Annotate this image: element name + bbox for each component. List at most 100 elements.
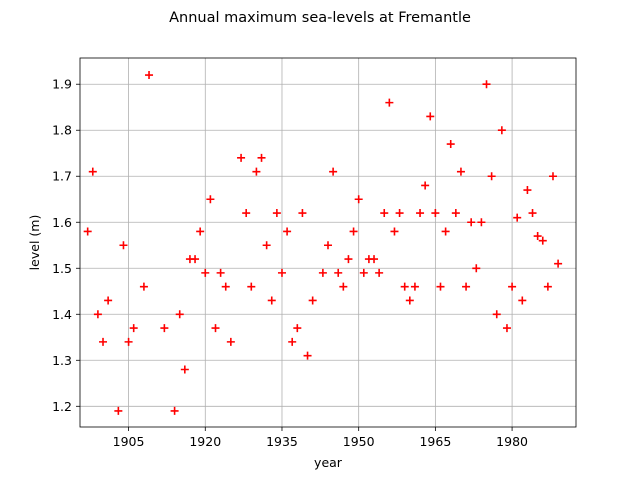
data-point — [554, 259, 563, 268]
y-tick-label: 1.9 — [52, 77, 72, 92]
data-point — [175, 310, 184, 319]
y-axis: 1.2 1.3 1.4 1.5 1.6 1.7 1.8 1.9 — [52, 77, 80, 414]
data-point — [298, 209, 307, 218]
data-point — [124, 337, 133, 346]
plot-frame — [79, 57, 577, 428]
data-point — [277, 268, 286, 277]
data-point — [502, 324, 511, 333]
data-point — [508, 282, 517, 291]
data-point — [462, 282, 471, 291]
data-point — [119, 241, 128, 250]
data-point — [370, 255, 379, 264]
data-point — [211, 324, 220, 333]
data-point — [93, 310, 102, 319]
y-tick-label: 1.5 — [52, 261, 72, 276]
data-point — [201, 268, 210, 277]
data-point — [329, 167, 338, 176]
data-point — [390, 227, 399, 236]
data-point — [180, 365, 189, 374]
data-point — [416, 209, 425, 218]
data-point — [349, 227, 358, 236]
data-point — [99, 337, 108, 346]
data-point — [538, 236, 547, 245]
data-point — [83, 227, 92, 236]
data-point — [339, 282, 348, 291]
data-point — [513, 213, 522, 222]
data-point — [267, 296, 276, 305]
x-axis: 1905 1920 1935 1950 1965 1980 — [113, 427, 528, 449]
data-point — [385, 98, 394, 107]
data-point — [400, 282, 409, 291]
data-point — [472, 264, 481, 273]
data-point — [129, 324, 138, 333]
data-point — [523, 186, 532, 195]
data-point — [247, 282, 256, 291]
data-point — [252, 167, 261, 176]
x-axis-label: year — [314, 455, 343, 470]
y-tick-label: 1.8 — [52, 123, 72, 138]
data-point — [451, 209, 460, 218]
data-point — [226, 337, 235, 346]
data-point — [405, 296, 414, 305]
data-point — [334, 268, 343, 277]
data-point — [283, 227, 292, 236]
data-point — [477, 218, 486, 227]
data-point — [139, 282, 148, 291]
data-point — [145, 71, 154, 80]
data-point — [467, 218, 476, 227]
data-point — [104, 296, 113, 305]
data-point — [257, 153, 266, 162]
x-tick-label: 1965 — [419, 434, 451, 449]
x-tick-label: 1905 — [113, 434, 145, 449]
data-point — [88, 167, 97, 176]
data-points — [83, 71, 563, 415]
x-tick-label: 1980 — [496, 434, 528, 449]
data-point — [446, 140, 455, 149]
data-point — [395, 209, 404, 218]
data-point — [160, 324, 169, 333]
data-point — [196, 227, 205, 236]
y-tick-label: 1.4 — [52, 307, 72, 322]
data-point — [191, 255, 200, 264]
data-point — [221, 282, 230, 291]
data-point — [318, 268, 327, 277]
y-tick-label: 1.2 — [52, 399, 72, 414]
data-point — [548, 172, 557, 181]
data-point — [426, 112, 435, 121]
data-point — [518, 296, 527, 305]
data-point — [288, 337, 297, 346]
data-point — [293, 324, 302, 333]
data-point — [375, 268, 384, 277]
data-point — [497, 126, 506, 135]
data-point — [359, 268, 368, 277]
data-point — [242, 209, 251, 218]
data-point — [482, 80, 491, 89]
data-point — [262, 241, 271, 250]
y-tick-label: 1.3 — [52, 353, 72, 368]
data-point — [528, 209, 537, 218]
x-tick-label: 1950 — [343, 434, 375, 449]
data-point — [344, 255, 353, 264]
grid-lines — [80, 58, 576, 427]
data-point — [487, 172, 496, 181]
data-point — [303, 351, 312, 360]
data-point — [237, 153, 246, 162]
data-point — [206, 195, 215, 204]
data-point — [456, 167, 465, 176]
data-point — [436, 282, 445, 291]
data-point — [421, 181, 430, 190]
data-point — [272, 209, 281, 218]
chart-title: Annual maximum sea-levels at Fremantle — [169, 10, 471, 26]
data-point — [170, 406, 179, 415]
x-tick-label: 1935 — [266, 434, 298, 449]
y-tick-label: 1.6 — [52, 215, 72, 230]
y-axis-label: level (m) — [27, 215, 42, 271]
y-tick-label: 1.7 — [52, 169, 72, 184]
data-point — [216, 268, 225, 277]
data-point — [308, 296, 317, 305]
data-point — [533, 232, 542, 241]
data-point — [410, 282, 419, 291]
data-point — [492, 310, 501, 319]
data-point — [431, 209, 440, 218]
